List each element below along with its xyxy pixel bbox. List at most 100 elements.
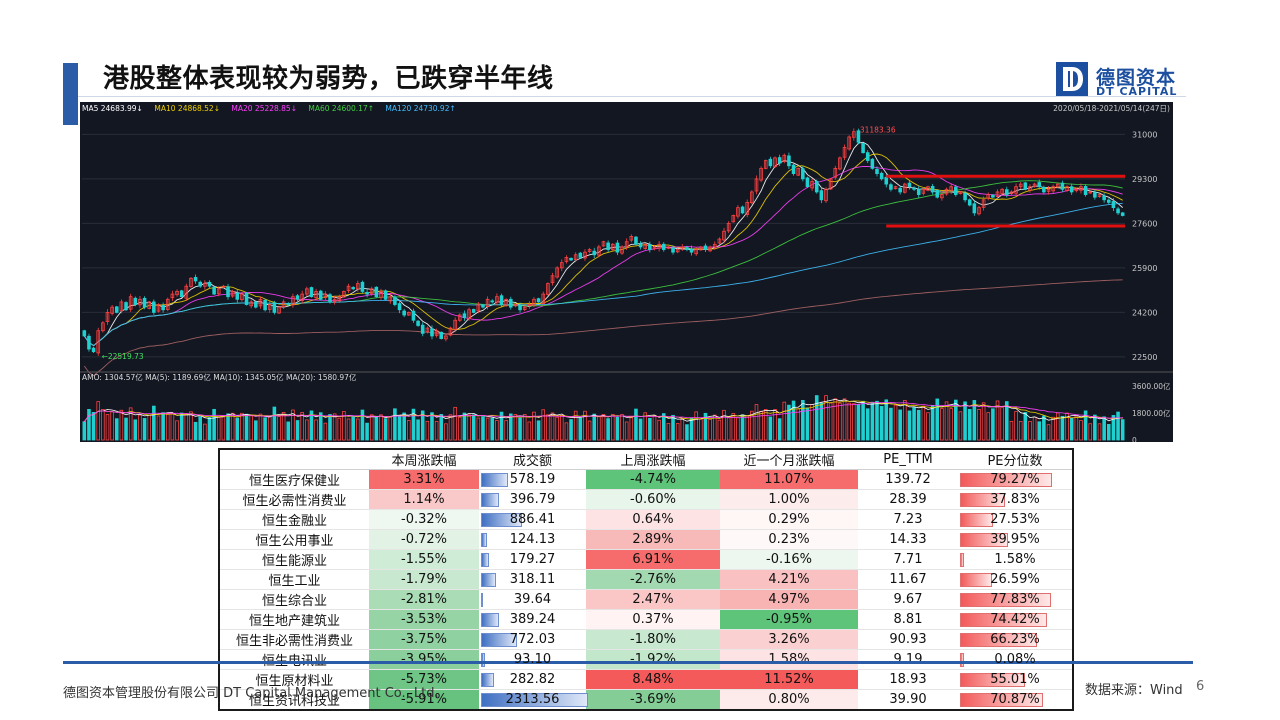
pe-ttm: 9.19 [858,649,958,670]
candle-body [671,247,675,253]
candle-body [564,257,569,262]
candle-body [96,330,101,354]
volume-bar [360,409,365,441]
volume-bar [643,412,648,441]
volume-bar [212,408,216,441]
volume-bar [128,407,133,441]
candle-body [898,187,902,193]
turnover-cell: 2313.56 [479,689,588,711]
volume-bar [963,401,967,441]
volume-bar [152,405,156,441]
candle-body [416,320,420,326]
candle-body [203,283,207,287]
low-annotation: ←22519.73 [102,352,144,361]
turnover-bar [481,592,483,607]
sector-name: 恒生能源业 [219,549,369,570]
volume-bar [610,414,615,441]
candle-body [573,254,578,261]
candle-body [991,194,995,198]
candle-body [541,293,546,304]
pe-percentile-cell: 0.08% [958,649,1073,670]
volume-bar [981,402,986,441]
candle-body [379,291,383,298]
volume-bar [351,415,355,441]
volume-bar [161,412,165,441]
volume-bar [879,406,884,441]
turnover-bar [481,612,499,627]
last-week-change: 2.89% [586,529,720,550]
turnover-cell: 318.11 [479,569,586,590]
candle-body [360,281,365,292]
candle-body [295,295,300,300]
volume-bar [638,418,643,441]
pe-ttm: 9.67 [858,589,958,610]
candle-body [291,296,295,306]
volume-bar [712,414,717,441]
volume-bar [393,408,397,441]
candle-body [342,291,346,298]
pe-percentile-cell: 70.87% [958,689,1073,711]
candle-body [119,301,124,312]
volume-bar [745,415,749,441]
title-accent-bar [63,63,78,125]
volume-bar [138,414,142,441]
volume-bar [1000,407,1004,441]
turnover-bar [481,492,500,507]
candle-body [1028,186,1032,191]
volume-bar [458,416,462,441]
candle-body [1032,183,1037,187]
month-change: 0.80% [720,689,858,711]
volume-bar [216,417,221,441]
candle-body [685,247,689,250]
logo-en-text: DT CAPITAL [1096,85,1178,98]
volume-bar [527,421,532,441]
turnover-value: 282.82 [509,671,556,687]
volume-bar [156,415,161,441]
volume-bar [916,409,921,441]
volume-bar [624,421,629,441]
candle-body [402,310,406,316]
volume-bar [1055,412,1060,441]
pe-percentile-value: 37.83% [990,491,1040,507]
volume-bar [495,420,499,441]
candle-body [1042,186,1046,193]
candle-body [1046,188,1051,192]
volume-bar [147,414,152,441]
candle-body [680,246,685,249]
candle-body [703,245,708,250]
candle-body [879,172,884,180]
candle-body [430,328,434,337]
candle-body [940,194,944,199]
volume-bar [967,408,972,441]
candle-body [893,186,898,190]
candle-body [1069,186,1074,193]
candle-body [972,203,977,214]
volume-bar [263,417,267,441]
turnover-value: 93.10 [513,651,552,667]
volume-bar [175,420,179,441]
volume-bar [1097,423,1102,441]
volume-bar [124,417,128,441]
column-header: PE_TTM [858,449,958,470]
turnover-cell: 396.79 [479,489,586,510]
last-week-change: -1.92% [586,649,720,670]
candle-body [884,176,889,185]
turnover-bar [481,672,494,687]
candle-body [750,191,754,204]
pe-percentile-bar [960,472,1053,487]
pe-percentile-bar [960,532,1008,547]
volume-bar [870,401,875,441]
turnover-value: 2313.56 [505,691,560,707]
volume-bar [309,410,314,441]
candle-body [958,191,963,195]
volume-bar [949,408,953,441]
candle-body [281,301,286,307]
volume-bar [374,416,379,441]
candle-body [425,327,430,333]
candle-body [212,286,216,295]
candle-body [221,285,226,288]
table-row: 恒生公用事业 -0.72% 124.13 2.89% 0.23% 14.33 39.95% [219,529,1073,550]
candle-body [1106,199,1111,203]
candle-body [254,301,258,308]
candle-body [518,305,522,311]
